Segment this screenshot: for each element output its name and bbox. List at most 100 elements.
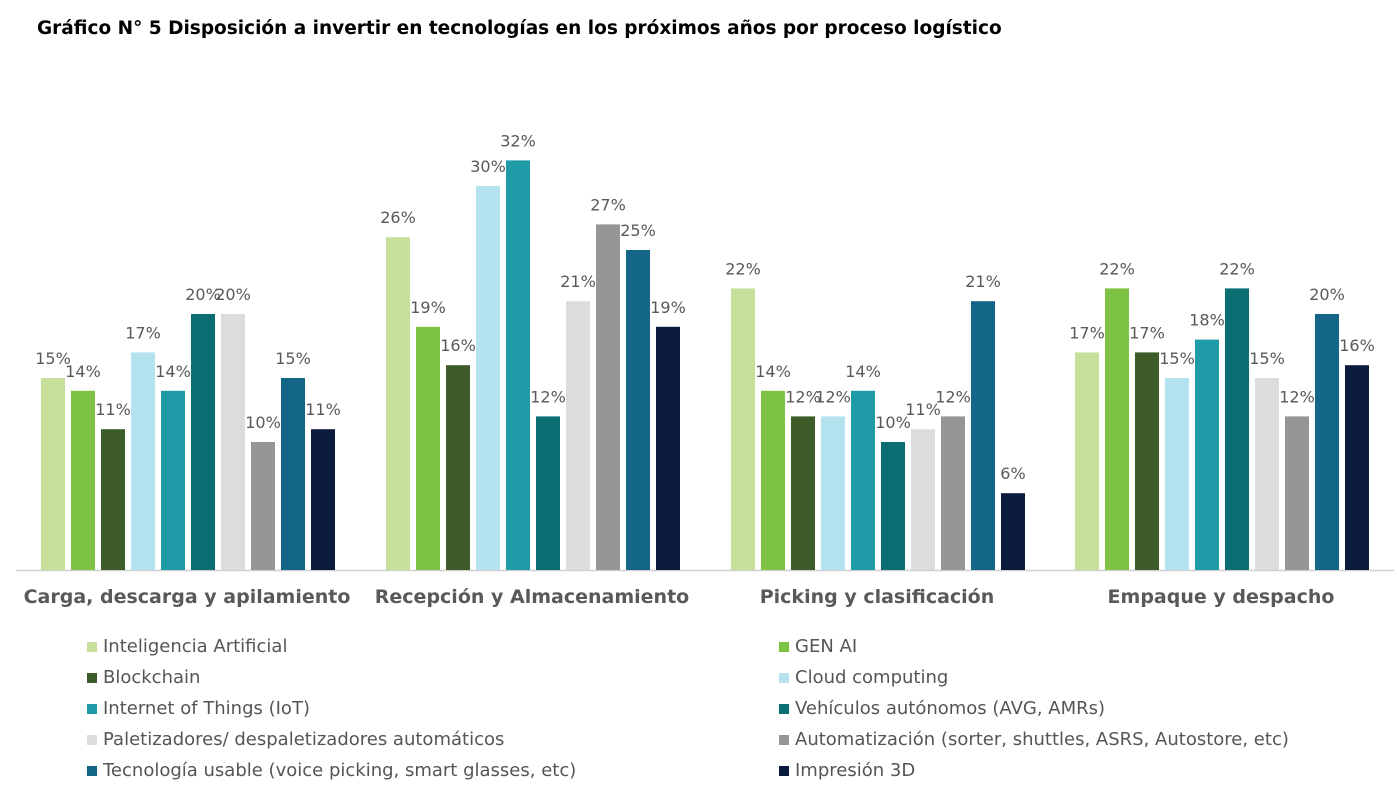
data-label: 10% <box>245 413 281 432</box>
category-label: Empaque y despacho <box>1108 586 1335 608</box>
data-label: 17% <box>1129 323 1165 342</box>
legend-swatch <box>779 734 789 745</box>
data-label: 12% <box>815 387 851 406</box>
legend-label: Inteligencia Artificial <box>103 636 288 657</box>
data-label: 18% <box>1189 311 1225 330</box>
data-label: 12% <box>1279 387 1315 406</box>
data-label: 27% <box>590 195 626 214</box>
legend-item: Blockchain <box>87 667 200 688</box>
data-label: 30% <box>470 157 506 176</box>
bar <box>881 442 905 570</box>
category-label: Picking y clasificación <box>760 586 995 608</box>
data-label: 11% <box>905 400 941 419</box>
data-label: 14% <box>755 362 791 381</box>
data-label: 14% <box>65 362 101 381</box>
legend-swatch <box>87 641 97 652</box>
data-label: 25% <box>620 221 656 240</box>
legend-swatch <box>779 672 789 683</box>
bar <box>446 365 470 570</box>
data-label: 22% <box>725 259 761 278</box>
bar <box>1001 493 1025 570</box>
bar <box>386 237 410 570</box>
chart-title: Gráfico N° 5 Disposición a invertir en t… <box>37 18 1002 39</box>
bar <box>476 186 500 570</box>
bar <box>761 390 785 570</box>
bar <box>1135 352 1159 570</box>
bar <box>941 416 965 570</box>
bar-chart: 15% 26% 22% 17% 14% 19% 14% 22% 11% 16% 12% 17% 17% 3… <box>16 131 1394 608</box>
data-label: 22% <box>1219 259 1255 278</box>
legend-item: Tecnología usable (voice picking, smart … <box>87 760 576 781</box>
data-label: 11% <box>95 400 131 419</box>
legend-label: Automatización (sorter, shuttles, ASRS, … <box>795 729 1289 750</box>
legend-item: Impresión 3D <box>779 760 915 781</box>
bar <box>566 301 590 570</box>
bar <box>1345 365 1369 570</box>
bar <box>161 390 185 570</box>
bar <box>911 429 935 570</box>
legend-item: Vehículos autónomos (AVG, AMRs) <box>779 698 1105 719</box>
data-label: 19% <box>410 298 446 317</box>
data-label: 14% <box>155 362 191 381</box>
data-label: 21% <box>965 272 1001 291</box>
category-label: Recepción y Almacenamiento <box>375 586 689 608</box>
legend-swatch <box>779 641 789 652</box>
legend-label: Cloud computing <box>795 667 949 688</box>
bar <box>1195 339 1219 570</box>
data-label: 6% <box>1000 464 1025 483</box>
legend-swatch <box>87 734 97 745</box>
legend-item: Cloud computing <box>779 667 948 688</box>
bar <box>506 160 530 570</box>
legend-item: GEN AI <box>779 636 857 657</box>
data-label: 32% <box>500 131 536 150</box>
data-label: 15% <box>1249 349 1285 368</box>
legend-item: Automatización (sorter, shuttles, ASRS, … <box>779 729 1289 750</box>
bar <box>731 288 755 570</box>
bar <box>656 326 680 570</box>
data-label: 14% <box>845 362 881 381</box>
data-label: 19% <box>650 298 686 317</box>
data-label: 16% <box>440 336 476 355</box>
bar <box>416 326 440 570</box>
bar <box>791 416 815 570</box>
data-label: 12% <box>935 387 971 406</box>
category-label: Carga, descarga y apilamiento <box>24 586 351 608</box>
data-label: 22% <box>1099 259 1135 278</box>
bar <box>311 429 335 570</box>
legend-label: Impresión 3D <box>795 760 916 781</box>
bar <box>1315 314 1339 570</box>
bar <box>971 301 995 570</box>
data-label: 10% <box>875 413 911 432</box>
bar <box>191 314 215 570</box>
legend-item: Internet of Things (IoT) <box>87 698 310 719</box>
bar <box>821 416 845 570</box>
bar <box>1165 378 1189 570</box>
bar <box>851 390 875 570</box>
data-label: 26% <box>380 208 416 227</box>
legend-swatch <box>87 672 97 683</box>
legend-label: GEN AI <box>795 636 858 657</box>
data-label: 20% <box>185 285 221 304</box>
data-label: 17% <box>1069 323 1105 342</box>
bar <box>41 378 65 570</box>
bar <box>1075 352 1099 570</box>
data-label: 16% <box>1339 336 1375 355</box>
bar <box>1225 288 1249 570</box>
bar <box>1255 378 1279 570</box>
legend-swatch <box>779 703 789 714</box>
bar <box>251 442 275 570</box>
data-label: 15% <box>1159 349 1195 368</box>
legend-label: Internet of Things (IoT) <box>103 698 310 719</box>
bar <box>71 390 95 570</box>
data-label: 21% <box>560 272 596 291</box>
legend-label: Blockchain <box>103 667 201 688</box>
data-label: 17% <box>125 323 161 342</box>
legend-item: Inteligencia Artificial <box>87 636 287 657</box>
legend-item: Paletizadores/ despaletizadores automáti… <box>87 729 504 750</box>
bar <box>131 352 155 570</box>
legend-label: Vehículos autónomos (AVG, AMRs) <box>795 698 1106 719</box>
data-label: 15% <box>35 349 71 368</box>
legend-swatch <box>779 765 789 776</box>
data-label: 20% <box>1309 285 1345 304</box>
bar <box>221 314 245 570</box>
